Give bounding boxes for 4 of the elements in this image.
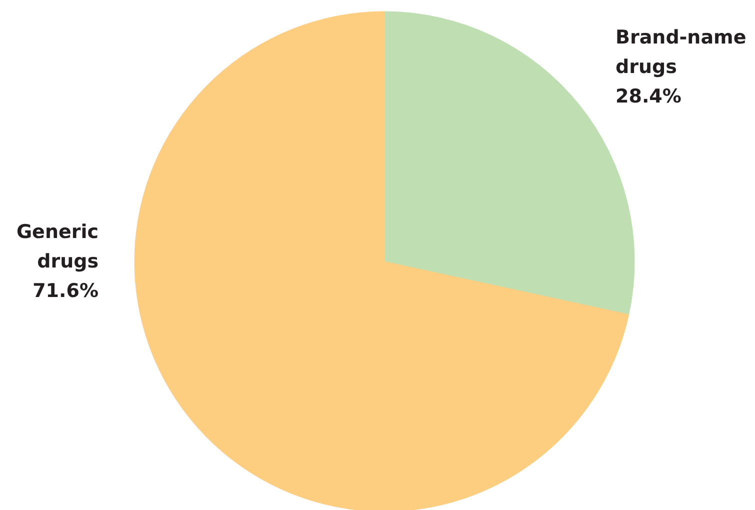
data-label: 28.4% — [616, 86, 682, 108]
data-label: 71.6% — [32, 280, 99, 302]
slice-label: Generic drugs — [16, 221, 99, 272]
slice-label: Brand-name drugs — [616, 26, 746, 78]
